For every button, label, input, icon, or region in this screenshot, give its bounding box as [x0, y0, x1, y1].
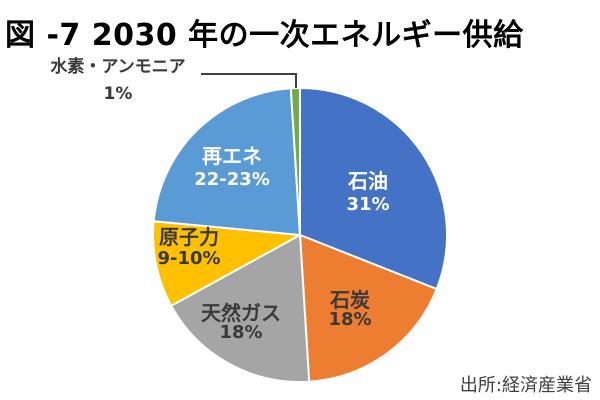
- slice-name: 石油: [348, 169, 388, 193]
- slice-label-natural-gas: 天然ガス 18%: [201, 301, 281, 343]
- chart-title: 図 -7 2030 年の一次エネルギー供給: [5, 18, 524, 53]
- slice-percent: 22-23%: [194, 169, 270, 190]
- slice-name: 再エネ: [201, 144, 262, 168]
- pie-slice-oil: [299, 87, 448, 291]
- slice-name: 原子力: [159, 225, 219, 249]
- slice-label-coal: 石炭 18%: [328, 290, 371, 330]
- slice-label-oil: 石油 31%: [346, 169, 389, 217]
- pie-slice-hydrogen-ammonia: [289, 87, 301, 236]
- pie-slice-nuclear: [152, 220, 301, 307]
- slice-name: 石炭: [330, 288, 370, 312]
- pie-plot: [152, 87, 448, 383]
- callout-leader-line: [201, 73, 297, 88]
- slice-label-hydrogen-ammonia: 水素・アンモニア 1%: [50, 54, 185, 108]
- slice-name: 水素・アンモニア: [50, 57, 186, 77]
- pie-slice-coal: [299, 234, 438, 383]
- slice-percent: 31%: [346, 194, 390, 215]
- slice-label-nuclear: 原子力 9-10%: [157, 225, 221, 270]
- slice-percent: 18%: [219, 322, 263, 343]
- pie-slice-renewables: [152, 87, 301, 236]
- source-note: 出所:経済産業省: [459, 375, 592, 396]
- slice-percent: 18%: [328, 309, 372, 330]
- pie-slice-natural-gas: [170, 234, 311, 383]
- slice-name: 天然ガス: [201, 301, 281, 325]
- slice-percent: 1%: [103, 84, 133, 104]
- slice-label-renewables: 再エネ 22-23%: [194, 145, 270, 191]
- slice-percent: 9-10%: [157, 248, 221, 269]
